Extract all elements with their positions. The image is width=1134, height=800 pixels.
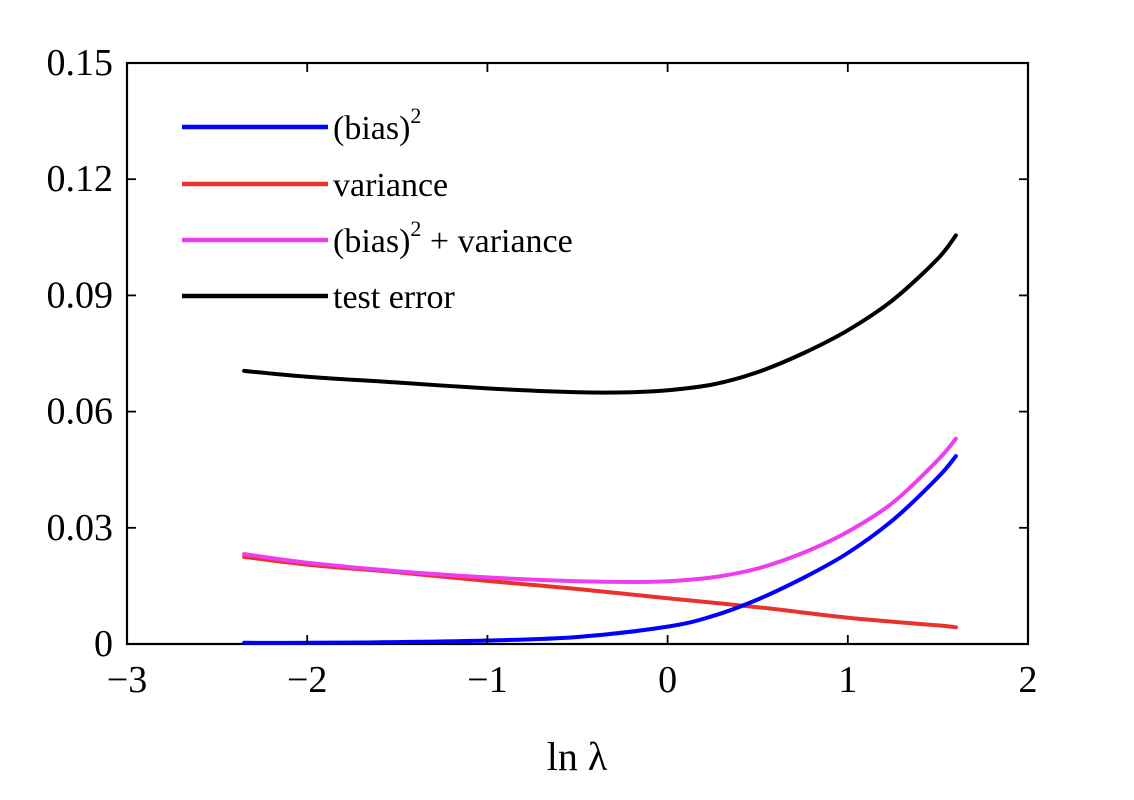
y-tick-label: 0.09 xyxy=(47,274,114,316)
y-tick-label: 0.06 xyxy=(47,391,114,433)
plot-border xyxy=(125,61,1030,646)
series-layer xyxy=(242,233,958,645)
x-tick-label: 0 xyxy=(658,659,677,701)
x-axis-label: ln λ xyxy=(547,734,608,779)
x-tick-label: −1 xyxy=(467,659,507,701)
x-tick-label: 1 xyxy=(838,659,857,701)
series-test-error-line xyxy=(242,233,958,395)
plot-frame xyxy=(125,61,1030,646)
y-tick-label: 0.03 xyxy=(47,507,114,549)
y-tick-label: 0.12 xyxy=(47,158,114,200)
legend-label-bias-squared: (bias)2 xyxy=(333,103,421,147)
y-tick-label: 0 xyxy=(94,623,113,665)
legend: (bias)2 variance (bias)2 + variance test er… xyxy=(182,103,573,316)
x-tick-label: −2 xyxy=(287,659,327,701)
y-tick-label: 0.15 xyxy=(47,42,114,84)
x-tick-label: −3 xyxy=(107,659,147,701)
legend-label-bias-squared-plus-variance: (bias)2 + variance xyxy=(333,216,573,260)
series-bias-squared-plus-variance-line xyxy=(242,436,958,584)
series-bias-squared-line xyxy=(242,454,958,645)
legend-label-variance: variance xyxy=(333,167,448,204)
ticks-layer: −3 −2 −1 0 1 2 0 0.03 0.06 0.09 0.12 0.15 xyxy=(47,42,1038,701)
x-tick-label: 2 xyxy=(1019,659,1038,701)
legend-label-test-error: test error xyxy=(333,279,455,316)
